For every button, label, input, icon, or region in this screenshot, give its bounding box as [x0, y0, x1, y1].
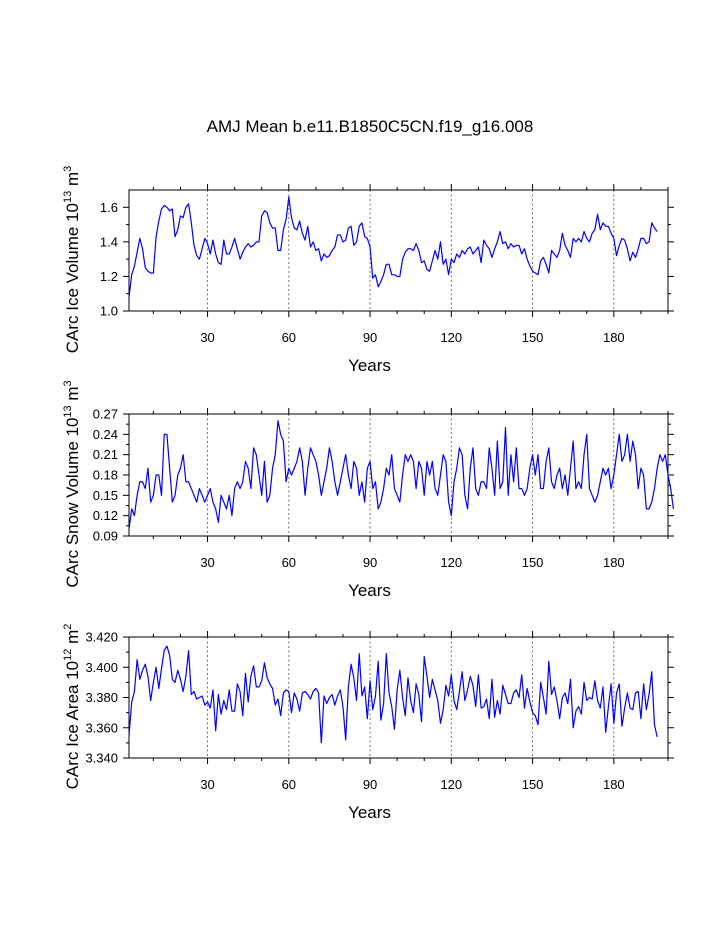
- y-tick-label: 3.420: [85, 630, 118, 645]
- y-tick-label: 3.400: [85, 660, 118, 675]
- x-axis-label: Years: [348, 803, 391, 822]
- y-axis-label: CArc Snow Volume 1013 m3: [62, 380, 82, 587]
- plot-frame: [128, 189, 669, 312]
- x-tick-label: 30: [200, 555, 214, 570]
- series-line: [128, 420, 675, 530]
- plot-frame: [128, 413, 669, 537]
- x-tick-label: 90: [363, 777, 377, 792]
- x-tick-label: 90: [363, 330, 377, 345]
- x-tick-label: 120: [440, 777, 462, 792]
- y-tick-label: 0.18: [93, 468, 118, 483]
- x-tick-label: 150: [522, 555, 544, 570]
- y-axis-label: CArc Ice Volume 1013 m3: [62, 166, 82, 354]
- x-axis-label: Years: [348, 356, 391, 375]
- x-tick-label: 30: [200, 330, 214, 345]
- x-tick-label: 180: [603, 330, 625, 345]
- x-tick-label: 120: [440, 330, 462, 345]
- y-tick-label: 1.2: [100, 269, 118, 284]
- y-tick-label: 0.12: [93, 508, 118, 523]
- y-tick-label: 0.27: [93, 407, 118, 422]
- y-tick-label: 0.09: [93, 529, 118, 544]
- series-line: [128, 645, 658, 744]
- y-tick-label: 0.21: [93, 447, 118, 462]
- chart-panels: 30 60 90 120 150 180 1.0 1.2 1.4 1.6 Years CArc Ice…: [62, 166, 675, 822]
- y-tick-label: 1.0: [100, 304, 118, 319]
- x-tick-label: 150: [522, 777, 544, 792]
- y-tick-label: 3.380: [85, 690, 118, 705]
- y-tick-label: 1.6: [100, 200, 118, 215]
- figure-title: AMJ Mean b.e11.B1850C5CN.f19_g16.008: [207, 117, 534, 136]
- x-axis-label: Years: [348, 581, 391, 600]
- x-tick-label: 150: [522, 330, 544, 345]
- y-tick-label: 0.15: [93, 488, 118, 503]
- y-tick-label: 3.340: [85, 751, 118, 766]
- x-tick-label: 180: [603, 555, 625, 570]
- x-tick-label: 60: [282, 777, 296, 792]
- x-tick-label: 60: [282, 555, 296, 570]
- x-tick-label: 90: [363, 555, 377, 570]
- chart-panel-1: 30 60 90 120 150 180 1.0 1.2 1.4 1.6 Years CArc Ice…: [62, 166, 674, 375]
- y-axis-label: CArc Ice Area 1012 m2: [62, 624, 82, 790]
- x-tick-label: 60: [282, 330, 296, 345]
- series-line: [128, 196, 658, 298]
- y-tick-label: 0.24: [93, 427, 118, 442]
- y-tick-label: 1.4: [100, 234, 118, 249]
- x-tick-label: 180: [603, 777, 625, 792]
- x-tick-label: 30: [200, 777, 214, 792]
- plot-frame: [128, 636, 669, 759]
- chart-panel-2: 30 60 90 120 150 180 0.09 0.12 0.15 0.18 0.21 0.24 0…: [62, 380, 675, 600]
- y-tick-label: 3.360: [85, 720, 118, 735]
- x-tick-label: 120: [440, 555, 462, 570]
- chart-panel-3: 30 60 90 120 150 180 3.340 3.360 3.380 3.400 3.420…: [62, 624, 674, 822]
